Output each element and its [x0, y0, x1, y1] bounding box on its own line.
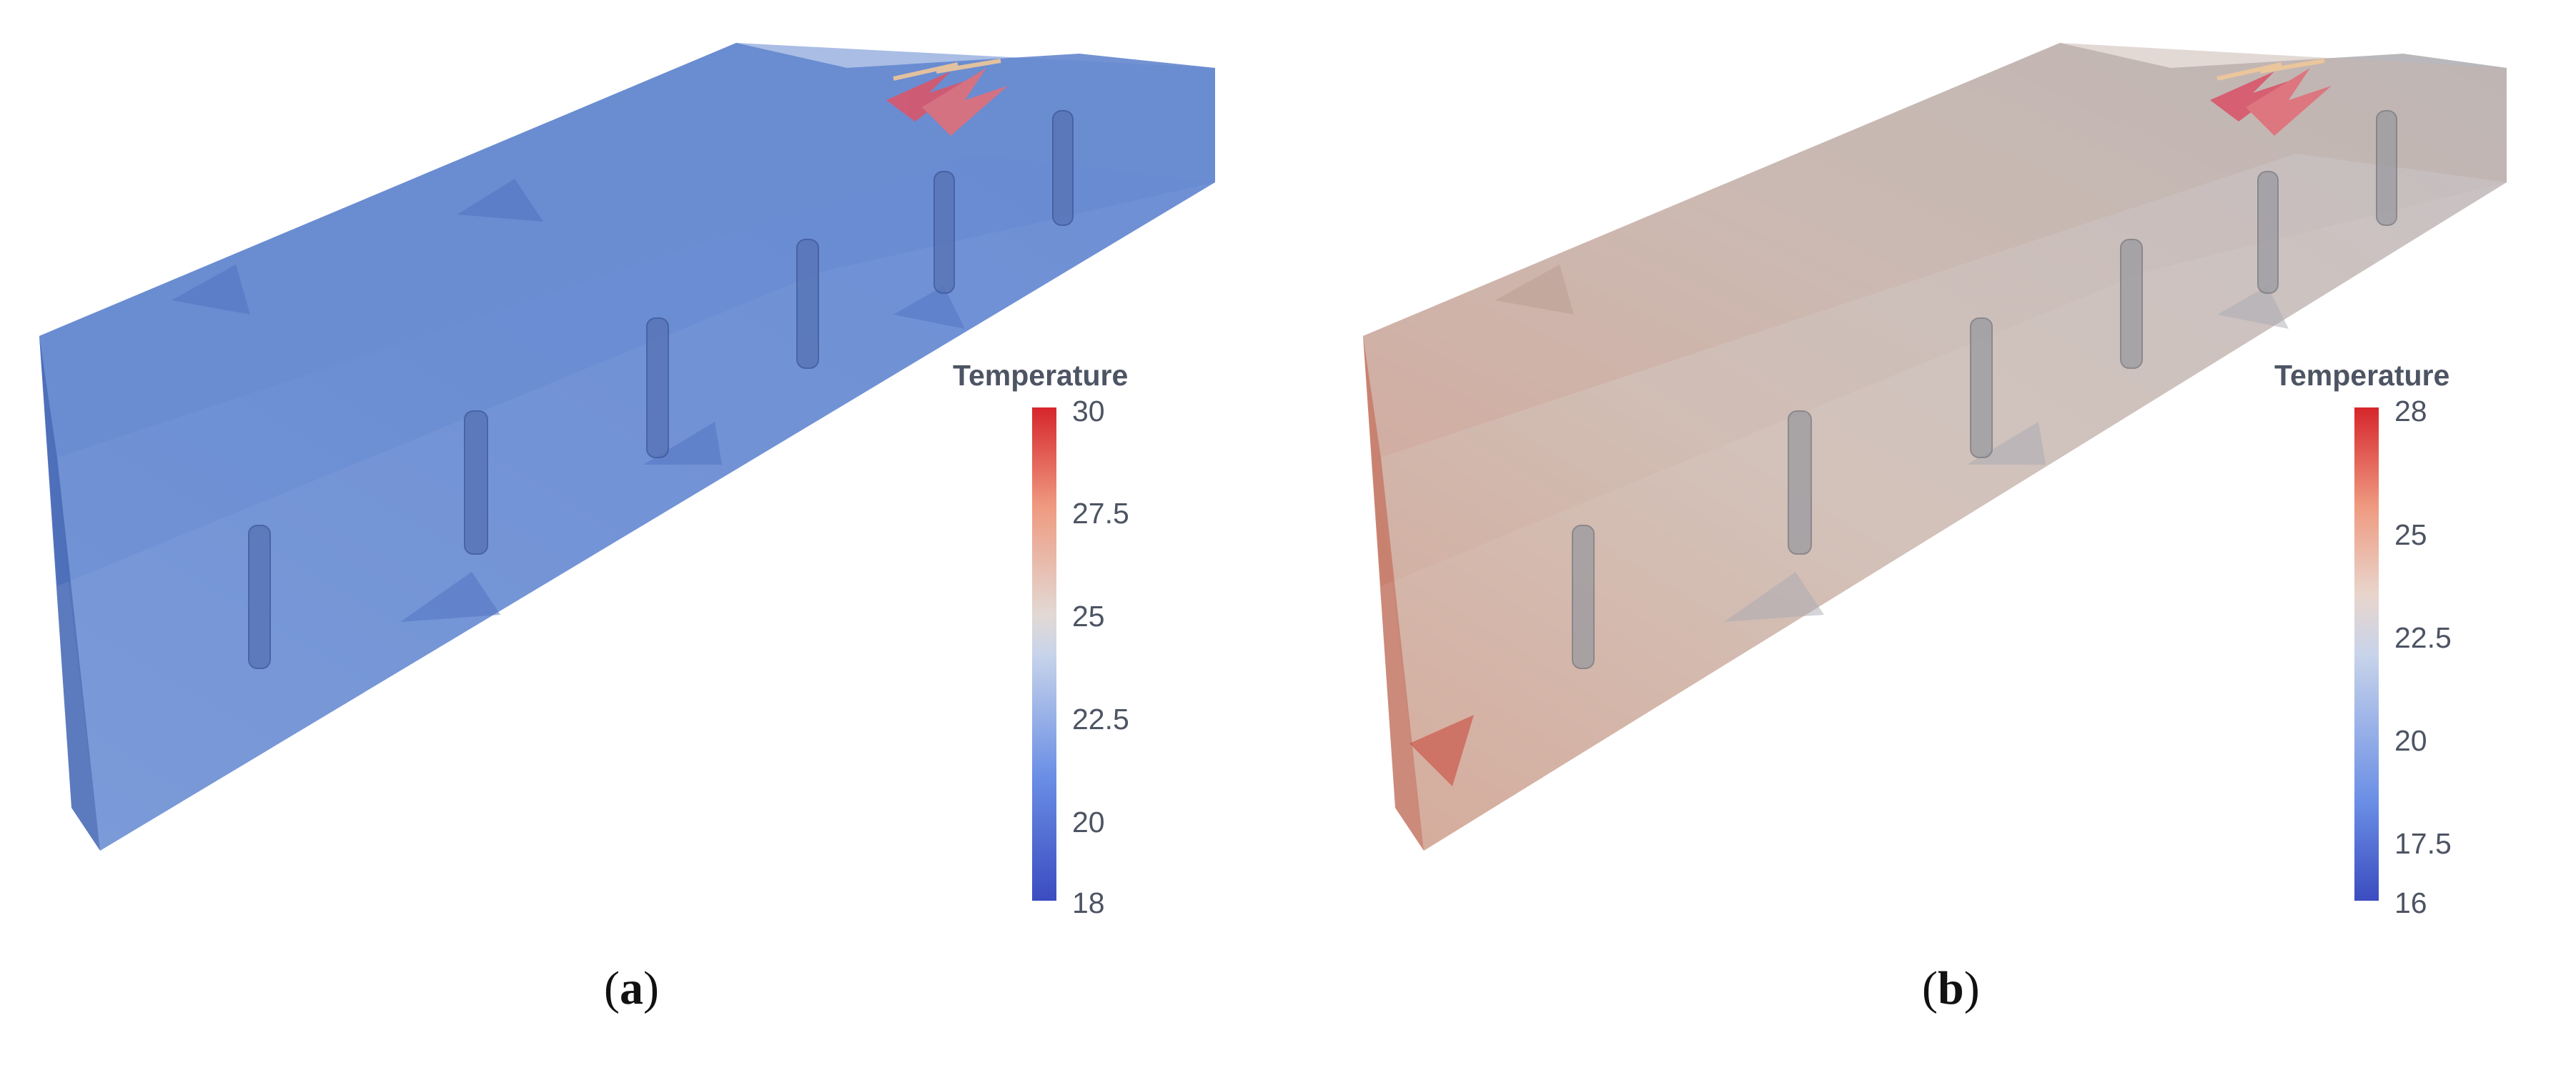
tank-front-wall [1363, 43, 2507, 851]
colorbar-tick: 25 [1072, 600, 1105, 633]
colorbar-tick: 27.5 [1072, 497, 1129, 530]
colorbar-tick: 22.5 [2394, 621, 2452, 654]
colorbar-tick: 25 [2394, 518, 2427, 551]
colorbar-b [2354, 407, 2379, 901]
pillars-a [248, 110, 1074, 669]
colorbar-tick: 17.5 [2394, 827, 2452, 860]
panel-b: Temperature 28 25 22.5 20 17.5 16 (b) [1288, 0, 2576, 1068]
colorbar-tick: 28 [2394, 395, 2427, 427]
colorbar-tick: 30 [1072, 395, 1105, 427]
inlet-arrows-a [886, 59, 1008, 136]
caption-b: (b) [1922, 962, 1980, 1014]
flow-visualization-a [39, 43, 1215, 851]
tank-left-edge [1363, 336, 1424, 851]
colorbar-tick: 16 [2394, 886, 2427, 919]
colorbar-title: Temperature [953, 359, 1129, 392]
colorbar-tick: 22.5 [1072, 703, 1129, 736]
colorbar-a [1032, 407, 1056, 901]
inlet-arrows-b [2210, 59, 2332, 136]
tank-front-wall [39, 43, 1215, 851]
colorbar-tick: 18 [1072, 886, 1105, 919]
panel-a: Temperature 30 27.5 25 22.5 20 18 (a) [39, 43, 1215, 1014]
tank-left-edge [39, 336, 100, 851]
flow-visualization-b [1363, 43, 2507, 851]
pillars-b [1572, 110, 2397, 669]
caption-a: (a) [604, 962, 659, 1014]
colorbar-tick: 20 [1072, 806, 1105, 839]
colorbar-tick: 20 [2394, 724, 2427, 757]
colorbar-title: Temperature [2274, 359, 2450, 392]
